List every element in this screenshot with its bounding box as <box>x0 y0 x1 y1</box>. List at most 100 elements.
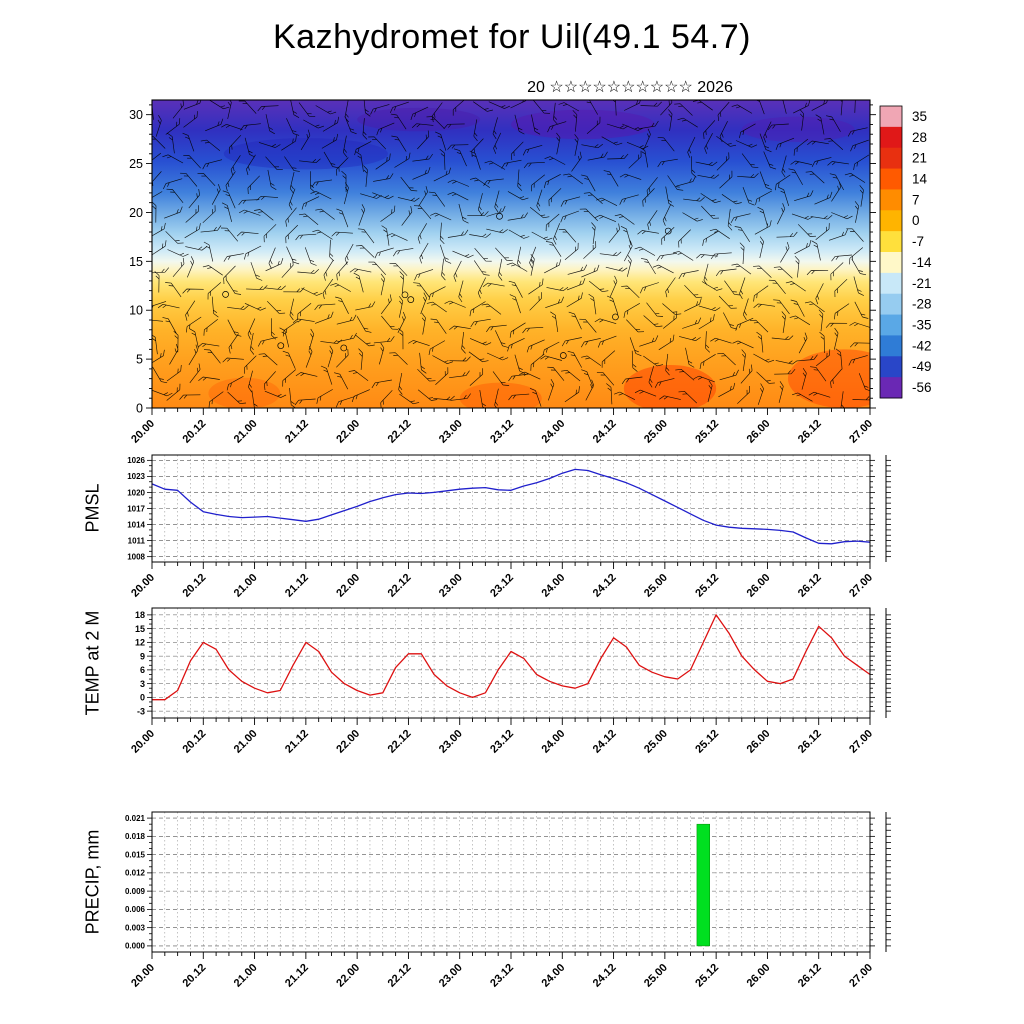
svg-text:20.00: 20.00 <box>129 418 157 446</box>
svg-text:20.00: 20.00 <box>129 728 157 756</box>
svg-text:20.00: 20.00 <box>129 572 157 600</box>
svg-text:21.12: 21.12 <box>283 728 311 756</box>
svg-text:20.12: 20.12 <box>180 962 208 990</box>
svg-text:20.12: 20.12 <box>180 728 208 756</box>
svg-text:24.00: 24.00 <box>539 728 567 756</box>
svg-text:25.00: 25.00 <box>642 572 670 600</box>
colorbar-label: 35 <box>912 109 927 124</box>
svg-text:25.12: 25.12 <box>693 962 721 990</box>
svg-text:27.00: 27.00 <box>847 572 875 600</box>
colorbar-label: -14 <box>912 255 932 270</box>
svg-text:24.12: 24.12 <box>591 728 619 756</box>
svg-text:23.00: 23.00 <box>437 418 465 446</box>
svg-text:23.12: 23.12 <box>488 572 516 600</box>
svg-text:21.00: 21.00 <box>232 728 260 756</box>
svg-text:25.12: 25.12 <box>693 418 721 446</box>
svg-text:0.006: 0.006 <box>125 905 146 914</box>
svg-text:0: 0 <box>140 693 145 703</box>
svg-text:23.12: 23.12 <box>488 728 516 756</box>
svg-text:22.00: 22.00 <box>334 572 362 600</box>
svg-text:-3: -3 <box>137 706 145 716</box>
svg-text:0.003: 0.003 <box>125 923 146 932</box>
svg-text:22.00: 22.00 <box>334 728 362 756</box>
svg-text:1017: 1017 <box>127 504 145 513</box>
svg-text:21.12: 21.12 <box>283 418 311 446</box>
colorbar-label: -21 <box>912 276 932 291</box>
svg-text:0.009: 0.009 <box>125 887 146 896</box>
svg-text:25: 25 <box>129 157 143 171</box>
svg-text:22.00: 22.00 <box>334 962 362 990</box>
svg-text:24.00: 24.00 <box>539 962 567 990</box>
svg-text:24.00: 24.00 <box>539 572 567 600</box>
colorbar-label: -42 <box>912 338 932 353</box>
svg-text:26.12: 26.12 <box>796 728 824 756</box>
svg-text:6: 6 <box>140 665 145 675</box>
colorbar-label: 7 <box>912 192 920 207</box>
colorbar-label: 28 <box>912 130 927 145</box>
svg-text:22.12: 22.12 <box>386 572 414 600</box>
svg-text:21.00: 21.00 <box>232 962 260 990</box>
svg-text:0.018: 0.018 <box>125 832 146 841</box>
svg-text:22.12: 22.12 <box>386 728 414 756</box>
precip-panel-bar <box>696 823 710 947</box>
svg-text:24.12: 24.12 <box>591 962 619 990</box>
date-subtitle: 20 ☆☆☆☆☆☆☆☆☆☆ 2026 <box>527 79 733 96</box>
svg-text:21.12: 21.12 <box>283 572 311 600</box>
svg-text:23.12: 23.12 <box>488 962 516 990</box>
colorbar-label: -35 <box>912 318 932 333</box>
svg-text:27.00: 27.00 <box>847 418 875 446</box>
svg-text:21.00: 21.00 <box>232 418 260 446</box>
svg-text:0.000: 0.000 <box>125 942 146 951</box>
colorbar-label: -56 <box>912 380 932 395</box>
svg-text:24.12: 24.12 <box>591 572 619 600</box>
svg-text:20.12: 20.12 <box>180 418 208 446</box>
svg-text:1008: 1008 <box>127 552 145 561</box>
svg-text:26.12: 26.12 <box>796 418 824 446</box>
svg-text:0: 0 <box>136 402 143 416</box>
svg-text:9: 9 <box>140 651 145 661</box>
svg-text:26.00: 26.00 <box>745 962 773 990</box>
temp-panel-series <box>152 614 871 701</box>
svg-text:24.00: 24.00 <box>539 418 567 446</box>
cross-section-panel: 0 5 10 15 20 25 30 20.00 20.12 21.00 21.12 22.00 22.… <box>129 99 876 446</box>
svg-text:10: 10 <box>129 304 143 318</box>
svg-text:5: 5 <box>136 353 143 367</box>
svg-text:30: 30 <box>129 108 143 122</box>
svg-text:26.00: 26.00 <box>745 418 773 446</box>
svg-text:25.00: 25.00 <box>642 962 670 990</box>
wind-barbs <box>152 100 870 408</box>
colorbar-label: 21 <box>912 151 927 166</box>
svg-text:20: 20 <box>129 206 143 220</box>
svg-text:23.00: 23.00 <box>437 572 465 600</box>
svg-text:12: 12 <box>135 638 145 648</box>
pmsl-panel-series <box>151 468 871 545</box>
svg-text:1026: 1026 <box>127 456 145 465</box>
svg-text:25.12: 25.12 <box>693 728 721 756</box>
svg-text:21.00: 21.00 <box>232 572 260 600</box>
svg-text:15: 15 <box>135 624 145 634</box>
svg-text:20.12: 20.12 <box>180 572 208 600</box>
svg-text:23.12: 23.12 <box>488 418 516 446</box>
svg-text:27.00: 27.00 <box>847 728 875 756</box>
svg-text:25.00: 25.00 <box>642 728 670 756</box>
svg-text:0.012: 0.012 <box>125 869 146 878</box>
svg-text:26.00: 26.00 <box>745 572 773 600</box>
svg-text:25.12: 25.12 <box>693 572 721 600</box>
svg-text:1020: 1020 <box>127 488 145 497</box>
svg-text:26.12: 26.12 <box>796 962 824 990</box>
svg-text:22.12: 22.12 <box>386 418 414 446</box>
svg-text:22.12: 22.12 <box>386 962 414 990</box>
colorbar-label: -28 <box>912 297 932 312</box>
svg-text:1023: 1023 <box>127 472 145 481</box>
svg-text:18: 18 <box>135 610 145 620</box>
temp-panel: -3 0 3 6 9 12 15 18 20.00 20.12 21.00 21.12 22.00 22.… <box>129 607 891 756</box>
svg-text:3: 3 <box>140 679 145 689</box>
svg-text:27.00: 27.00 <box>847 962 875 990</box>
page-title: Kazhydromet for Uil(49.1 54.7) <box>273 18 751 56</box>
svg-text:22.00: 22.00 <box>334 418 362 446</box>
colorbar-label: -7 <box>912 234 924 249</box>
svg-text:26.12: 26.12 <box>796 572 824 600</box>
colorbar-label: 0 <box>912 213 920 228</box>
